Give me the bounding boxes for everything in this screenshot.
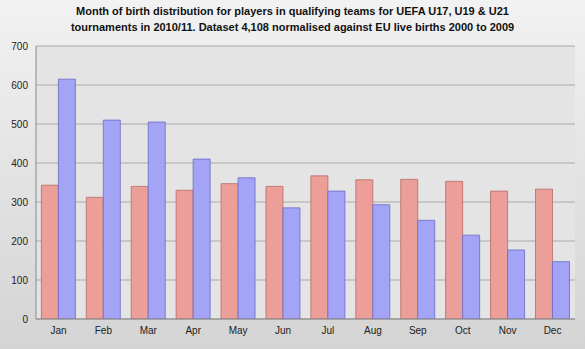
svg-text:Apr: Apr [185, 325, 201, 336]
svg-text:Aug: Aug [364, 325, 382, 336]
svg-text:400: 400 [11, 158, 28, 169]
svg-text:700: 700 [11, 41, 28, 52]
svg-text:100: 100 [11, 275, 28, 286]
svg-text:Jul: Jul [322, 325, 335, 336]
svg-text:Mar: Mar [140, 325, 158, 336]
svg-text:Feb: Feb [95, 325, 113, 336]
svg-text:500: 500 [11, 119, 28, 130]
svg-text:Dec: Dec [544, 325, 562, 336]
svg-text:May: May [229, 325, 248, 336]
svg-text:300: 300 [11, 197, 28, 208]
html-text:tournaments in 2010/11. Datase: tournaments in 2010/11. Dataset 4,108 no… [70, 21, 515, 33]
svg-text:200: 200 [11, 236, 28, 247]
html-text:Month of birth distribution fo: Month of birth distribution for players … [76, 5, 509, 17]
svg-text:0: 0 [22, 314, 28, 325]
svg-text:Sep: Sep [409, 325, 427, 336]
svg-text:Oct: Oct [455, 325, 471, 336]
svg-text:600: 600 [11, 80, 28, 91]
svg-text:Jun: Jun [275, 325, 291, 336]
svg-text:Nov: Nov [499, 325, 517, 336]
svg-text:Jan: Jan [50, 325, 66, 336]
